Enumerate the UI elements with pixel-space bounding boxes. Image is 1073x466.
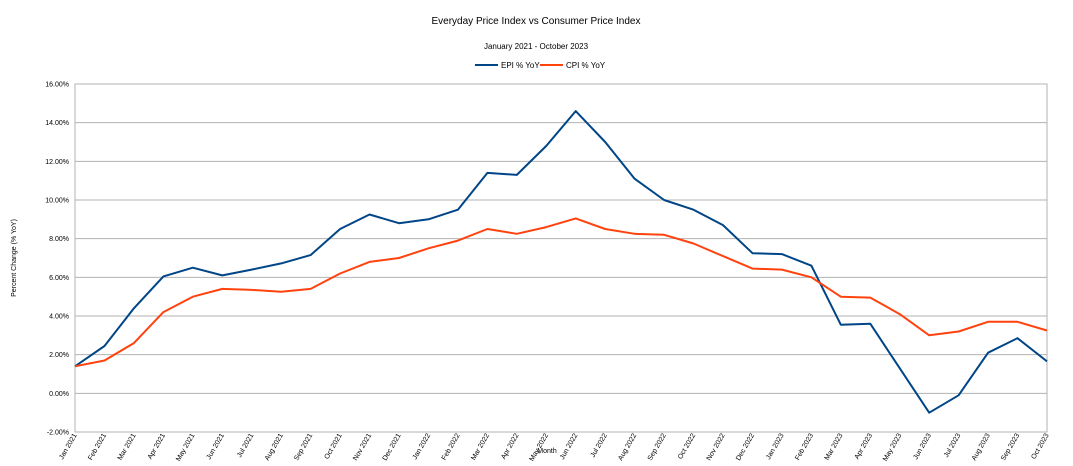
x-tick-label: Oct 2022 bbox=[677, 432, 697, 460]
x-tick-label: Jul 2021 bbox=[236, 432, 255, 459]
x-tick-label: May 2021 bbox=[175, 432, 196, 462]
x-tick-label: Jun 2022 bbox=[559, 432, 580, 461]
y-tick-label: 4.00% bbox=[49, 314, 69, 321]
series-line-epi bbox=[74, 110, 1048, 414]
legend: EPI % YoY CPI % YoY bbox=[475, 61, 606, 70]
x-tick-label: Sep 2022 bbox=[647, 432, 668, 462]
x-tick-label: Apr 2021 bbox=[147, 432, 167, 460]
series-lines bbox=[74, 110, 1048, 414]
x-tick-label: Aug 2021 bbox=[264, 432, 285, 462]
series-line-cpi bbox=[74, 217, 1048, 368]
x-tick-label: Jan 2022 bbox=[412, 432, 433, 461]
x-tick-label: Feb 2021 bbox=[87, 432, 108, 461]
x-tick-label: Sep 2021 bbox=[293, 432, 314, 462]
x-tick-label: Apr 2023 bbox=[854, 432, 874, 460]
x-tick-label: Dec 2022 bbox=[735, 432, 756, 462]
y-tick-label: 8.00% bbox=[49, 236, 69, 243]
y-tick-label: -2.00% bbox=[47, 430, 69, 437]
x-axis-label: Month bbox=[537, 448, 557, 455]
x-tick-label: Jan 2021 bbox=[58, 432, 79, 461]
x-tick-label: May 2023 bbox=[882, 432, 903, 462]
legend-label-cpi: CPI % YoY bbox=[566, 61, 606, 70]
x-tick-label: Mar 2022 bbox=[470, 432, 491, 461]
x-tick-label: Sep 2023 bbox=[1000, 432, 1021, 462]
y-axis-label: Percent Change (% YoY) bbox=[11, 219, 18, 297]
x-tick-label: Jul 2022 bbox=[590, 432, 609, 459]
x-tick-label: Nov 2021 bbox=[352, 432, 373, 462]
y-tick-label: 12.00% bbox=[45, 159, 69, 166]
y-axis-ticks: -2.00% 0.00% 2.00% 4.00% 6.00% 8.00% 10.00% 12.… bbox=[45, 82, 69, 437]
y-tick-label: 0.00% bbox=[49, 391, 69, 398]
x-tick-label: Mar 2021 bbox=[117, 432, 138, 461]
y-tick-label: 16.00% bbox=[45, 82, 69, 89]
chart-title: Everyday Price Index vs Consumer Price I… bbox=[432, 16, 641, 27]
x-tick-label: Oct 2021 bbox=[324, 432, 344, 460]
x-tick-label: Oct 2023 bbox=[1030, 432, 1050, 460]
x-tick-label: Apr 2022 bbox=[500, 432, 520, 460]
x-tick-label: Aug 2022 bbox=[617, 432, 638, 462]
gridlines bbox=[75, 83, 1047, 433]
legend-label-epi: EPI % YoY bbox=[501, 61, 540, 70]
x-tick-label: Jun 2023 bbox=[912, 432, 933, 461]
x-tick-label: Jan 2023 bbox=[765, 432, 786, 461]
x-tick-label: Aug 2023 bbox=[971, 432, 992, 462]
x-tick-label: Dec 2021 bbox=[382, 432, 403, 462]
x-tick-label: Nov 2022 bbox=[706, 432, 727, 462]
x-tick-label: Jul 2023 bbox=[943, 432, 962, 459]
plot-area bbox=[74, 83, 1048, 433]
y-tick-label: 2.00% bbox=[49, 352, 69, 359]
y-tick-label: 14.00% bbox=[45, 120, 69, 127]
x-tick-label: Feb 2023 bbox=[794, 432, 815, 461]
y-tick-label: 6.00% bbox=[49, 275, 69, 282]
y-tick-label: 10.00% bbox=[45, 198, 69, 205]
x-tick-label: Feb 2022 bbox=[441, 432, 462, 461]
x-tick-label: Jun 2021 bbox=[206, 432, 227, 461]
chart-subtitle: January 2021 - October 2023 bbox=[484, 42, 589, 51]
x-tick-label: Mar 2023 bbox=[824, 432, 845, 461]
